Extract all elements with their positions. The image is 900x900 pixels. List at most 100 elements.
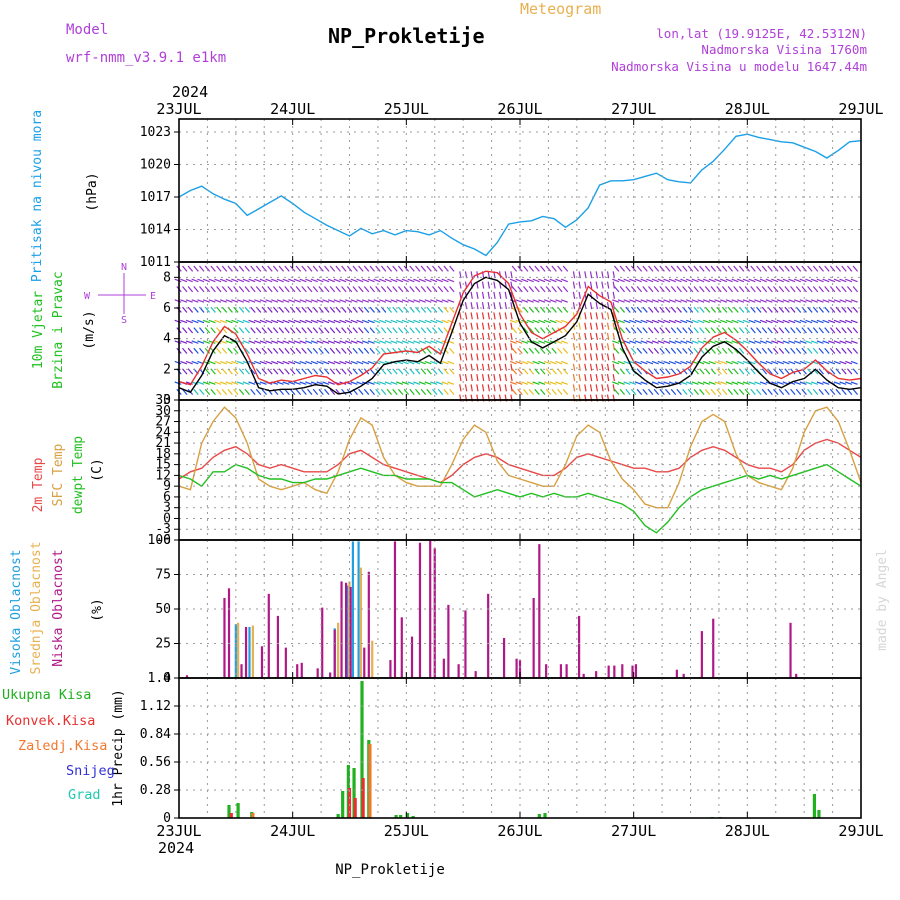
- wind-arrow: [216, 388, 222, 396]
- wind-arrow: [322, 360, 330, 365]
- wind-arrow: [756, 306, 762, 313]
- wind-arrow: [367, 278, 375, 283]
- wind-arrow: [447, 360, 455, 365]
- wind-arrow: [841, 306, 847, 313]
- wind-arrow: [623, 360, 631, 365]
- wind-arrow: [363, 347, 370, 354]
- wind-arrow: [327, 340, 335, 344]
- wind-arrow: [818, 286, 824, 293]
- wind-arrow: [824, 327, 830, 334]
- wind-arrow: [341, 306, 347, 313]
- wind-arrow: [511, 368, 518, 375]
- wind-arrow: [504, 332, 507, 341]
- wind-arrow: [424, 360, 432, 365]
- wind-arrow: [409, 265, 415, 272]
- wind-arrow: [828, 278, 836, 283]
- wind-arrow: [625, 368, 631, 375]
- wind-arrow: [363, 265, 370, 272]
- wind-arrow: [515, 381, 523, 385]
- wind-arrow: [449, 306, 455, 313]
- wind-arrow: [441, 299, 449, 303]
- wind-arrow: [589, 373, 593, 382]
- wind-arrow: [397, 368, 404, 375]
- wind-arrow: [202, 299, 210, 303]
- wind-arrow: [418, 319, 426, 324]
- wind-arrow: [341, 286, 347, 293]
- year-top: 2024: [172, 83, 208, 101]
- wind-arrow: [392, 306, 398, 313]
- wind-arrow: [415, 306, 421, 313]
- wind-arrow: [737, 278, 745, 283]
- bar-low: [682, 673, 685, 678]
- wind-arrow: [225, 278, 233, 283]
- wind-arrow: [807, 286, 813, 293]
- wind-arrow: [584, 322, 587, 330]
- wind-arrow: [174, 340, 182, 344]
- wind-arrow: [676, 286, 682, 293]
- bar-low: [515, 658, 518, 678]
- wind-arrow: [534, 286, 540, 293]
- wind-arrow: [476, 291, 479, 299]
- wind-arrow: [476, 373, 479, 382]
- wind-arrow: [356, 278, 364, 283]
- wind-arrow: [509, 278, 517, 283]
- wind-arrow: [687, 327, 694, 334]
- wind-arrow: [470, 291, 473, 299]
- wind-arrow: [659, 388, 665, 396]
- wind-arrow: [612, 299, 620, 303]
- wind-arrow: [721, 388, 728, 396]
- wind-arrow: [390, 278, 398, 283]
- wind-arrow: [282, 360, 290, 365]
- wind-arrow: [702, 381, 711, 385]
- wind-arrow: [242, 299, 250, 303]
- wind-arrow: [795, 306, 802, 313]
- wind-arrow: [271, 340, 279, 344]
- wind-arrow: [367, 340, 375, 344]
- wind-arrow: [795, 286, 802, 293]
- bar-low: [185, 675, 189, 678]
- wind-arrow: [276, 340, 284, 344]
- wind-arrow: [515, 278, 523, 283]
- wind-arrow: [441, 319, 449, 324]
- wind-arrow: [324, 286, 330, 293]
- wind-arrow: [284, 327, 290, 334]
- wind-arrow: [409, 347, 415, 354]
- wind-arrow: [369, 286, 375, 293]
- wind-arrow: [375, 286, 381, 293]
- wind-arrow: [623, 340, 631, 344]
- wind-arrow: [630, 327, 637, 334]
- wind-arrow: [776, 360, 784, 365]
- wind-arrow: [426, 265, 432, 272]
- wind-arrow: [327, 319, 335, 324]
- wind-arrow: [793, 299, 801, 303]
- wind-arrow: [601, 322, 604, 330]
- wind-arrow: [191, 340, 199, 344]
- wind-arrow: [397, 306, 404, 313]
- wind-arrow: [210, 388, 216, 396]
- wind-arrow: [595, 353, 598, 361]
- wind-arrow: [219, 340, 227, 344]
- wind-arrow: [236, 319, 244, 324]
- wind-arrow: [318, 327, 324, 334]
- y-tick-label: 24: [155, 425, 171, 440]
- wind-arrow: [642, 327, 648, 334]
- y-tick-label: 100: [148, 533, 171, 548]
- wind-arrow: [630, 388, 637, 396]
- bottom-date-labels: 23JUL 24JUL 25JUL 26JUL 27JUL 28JUL 29JUL: [156, 822, 883, 840]
- footer-station: NP_Prokletije: [335, 862, 445, 878]
- wind-arrow: [846, 327, 853, 334]
- wind-arrow: [841, 347, 847, 354]
- wind-arrow: [493, 291, 496, 299]
- wind-arrow: [805, 299, 813, 303]
- wind-arrow: [551, 388, 557, 396]
- wind-arrow: [852, 286, 859, 293]
- wind-arrow: [498, 353, 502, 361]
- wind-arrow: [540, 306, 546, 313]
- wind-arrow: [481, 343, 485, 351]
- wind-arrow: [384, 340, 392, 344]
- wind-arrow: [295, 265, 302, 272]
- wind-arrow: [426, 327, 432, 334]
- wind-arrow: [182, 327, 188, 334]
- wind-arrow: [714, 319, 722, 324]
- wind-arrow: [447, 381, 455, 385]
